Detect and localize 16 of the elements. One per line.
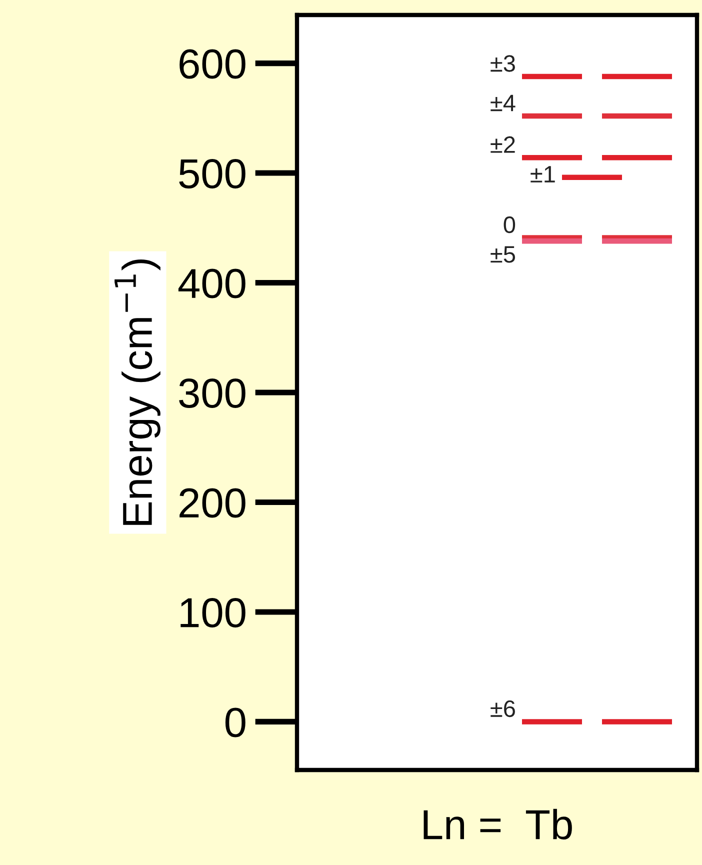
y-tick-label: 300 bbox=[179, 378, 246, 408]
series-label: 0 bbox=[504, 216, 516, 234]
y-tick-label: 500 bbox=[179, 159, 246, 189]
series-label: ±1 bbox=[530, 166, 555, 182]
y-tick-label: 400 bbox=[178, 268, 246, 298]
series-label: ±3 bbox=[490, 55, 515, 72]
y-tick-label: 0 bbox=[225, 708, 246, 738]
series-label: ±6 bbox=[490, 700, 515, 718]
y-tick-label: 600 bbox=[180, 49, 246, 79]
y-axis-title: Energy (cm$^{−1}$) bbox=[114, 260, 160, 525]
x-axis-title: Ln = Tb bbox=[424, 808, 572, 840]
series-label: ±2 bbox=[490, 136, 515, 153]
series-label: ±5 bbox=[490, 246, 516, 263]
y-tick-label: 200 bbox=[180, 488, 246, 518]
series-label: ±4 bbox=[490, 94, 516, 112]
y-tick-label: 100 bbox=[180, 598, 246, 628]
